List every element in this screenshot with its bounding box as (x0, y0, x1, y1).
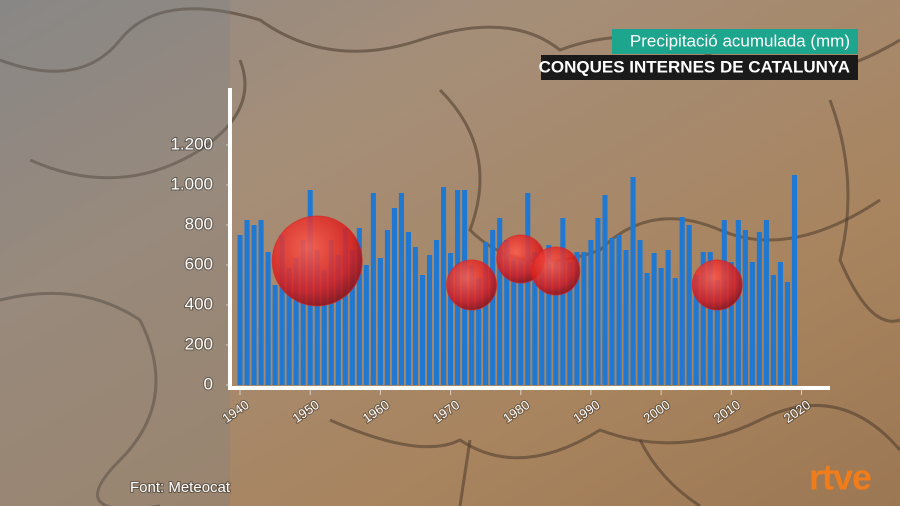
bar (539, 265, 545, 385)
bar (546, 245, 552, 385)
bar (637, 240, 643, 385)
bar (567, 262, 573, 385)
bar (560, 218, 566, 385)
bar (349, 250, 355, 385)
bar (595, 218, 601, 385)
bar (763, 220, 769, 385)
bar (434, 240, 440, 385)
bar (756, 232, 762, 385)
bar (630, 177, 636, 385)
bar (370, 193, 376, 385)
bar (658, 268, 664, 385)
bar (237, 235, 243, 385)
bar (693, 275, 699, 385)
bubble (446, 259, 498, 311)
bar (441, 187, 447, 385)
bar (398, 193, 404, 385)
bar (511, 258, 517, 385)
title-box (612, 29, 858, 54)
bar (384, 230, 390, 385)
bar (300, 240, 306, 385)
bar (272, 285, 278, 385)
overlay (0, 0, 230, 506)
bar (532, 252, 538, 385)
subtitle-box (541, 55, 858, 80)
source: Font: Meteocat (130, 479, 231, 496)
bar (335, 255, 341, 385)
bar (244, 220, 250, 385)
bar (356, 228, 362, 385)
bar (686, 225, 692, 385)
bar (412, 247, 419, 385)
chart-subtitle: CONQUES INTERNES DE CATALUNYA (539, 57, 850, 76)
bar (251, 225, 257, 385)
bar (679, 217, 685, 385)
bar (574, 252, 580, 385)
y-tick-label: 1.200 (170, 134, 213, 153)
bar (791, 175, 797, 385)
bar (363, 265, 369, 385)
bar (770, 275, 776, 385)
bar (314, 250, 320, 385)
bar (328, 240, 334, 385)
bar (321, 270, 327, 385)
logo: rtve (809, 457, 871, 498)
bar (258, 220, 264, 385)
bar (553, 262, 559, 385)
bar (518, 260, 524, 385)
bubble (691, 259, 743, 311)
bar (700, 252, 706, 385)
bar (483, 242, 489, 385)
y-tick-label: 200 (185, 334, 213, 353)
bar (728, 262, 734, 385)
bar (279, 235, 285, 385)
bar (377, 258, 383, 385)
bar (777, 262, 783, 385)
bubble (271, 215, 363, 307)
bar (504, 240, 510, 385)
bar (616, 235, 622, 385)
bar (265, 252, 271, 385)
bar (588, 240, 594, 385)
bar (707, 252, 713, 385)
bar (286, 268, 292, 385)
bar (602, 195, 608, 385)
y-tick-label: 1.000 (170, 174, 213, 193)
bar (784, 282, 790, 385)
bar (714, 280, 720, 385)
bar (448, 253, 454, 385)
bar (581, 252, 587, 385)
bar (623, 250, 629, 385)
bar (749, 262, 755, 385)
y-tick-label: 800 (185, 214, 213, 233)
bubble (531, 246, 581, 296)
bar (651, 253, 657, 385)
y-tick-label: 600 (185, 254, 213, 273)
bar (609, 238, 615, 385)
bar (742, 230, 748, 385)
bar (672, 278, 678, 385)
y-tick-label: 400 (185, 294, 213, 313)
bar (497, 218, 503, 385)
bar (665, 250, 671, 385)
chart-title: Precipitació acumulada (mm) (630, 31, 850, 50)
bar (405, 232, 411, 385)
bar (391, 208, 397, 385)
y-tick-label: 0 (204, 374, 213, 393)
bar (419, 275, 426, 385)
bar (293, 258, 299, 385)
bar (644, 273, 650, 385)
bar (735, 220, 741, 385)
bar (342, 228, 348, 385)
bar (476, 278, 482, 385)
bar (525, 193, 531, 385)
bar (469, 265, 475, 385)
bar (426, 255, 433, 385)
bar (490, 230, 496, 385)
